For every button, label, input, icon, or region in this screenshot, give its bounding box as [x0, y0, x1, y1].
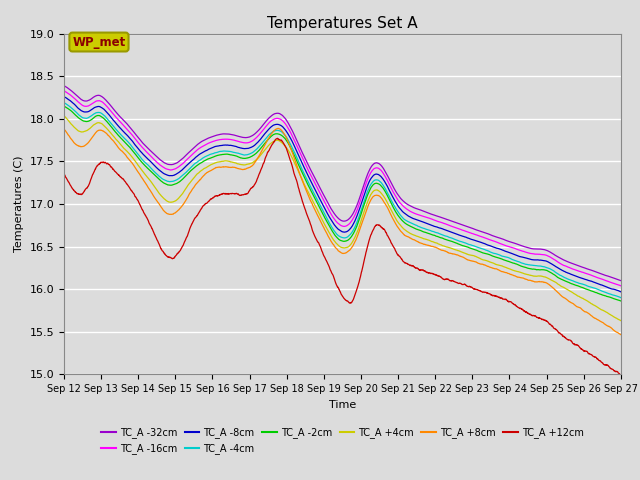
TC_A -32cm: [564, 259, 572, 264]
Line: TC_A -2cm: TC_A -2cm: [64, 106, 621, 301]
TC_A -32cm: [179, 155, 187, 161]
TC_A -8cm: [179, 166, 187, 172]
TC_A +8cm: [617, 332, 625, 337]
Line: TC_A -8cm: TC_A -8cm: [64, 96, 621, 292]
TC_A +4cm: [564, 287, 572, 293]
TC_A +12cm: [617, 372, 625, 378]
TC_A +12cm: [179, 242, 187, 248]
TC_A -32cm: [616, 277, 624, 283]
TC_A +8cm: [60, 126, 68, 132]
TC_A -8cm: [616, 289, 624, 295]
TC_A -16cm: [406, 208, 414, 214]
Line: TC_A +8cm: TC_A +8cm: [64, 128, 621, 335]
TC_A -4cm: [564, 276, 572, 282]
TC_A -4cm: [60, 100, 68, 106]
TC_A +4cm: [60, 113, 68, 119]
TC_A -16cm: [216, 137, 223, 143]
Line: TC_A +4cm: TC_A +4cm: [64, 116, 621, 321]
TC_A -32cm: [60, 83, 68, 88]
TC_A -16cm: [564, 264, 572, 270]
TC_A -4cm: [216, 149, 223, 155]
TC_A +4cm: [617, 318, 625, 324]
TC_A +8cm: [406, 235, 414, 241]
Title: Temperatures Set A: Temperatures Set A: [267, 16, 418, 31]
TC_A -16cm: [397, 201, 404, 206]
TC_A -16cm: [179, 160, 187, 166]
TC_A -4cm: [616, 295, 624, 300]
TC_A +12cm: [617, 372, 625, 378]
TC_A -32cm: [617, 278, 625, 284]
TC_A -16cm: [617, 283, 625, 288]
TC_A -4cm: [397, 213, 404, 218]
TC_A -32cm: [216, 132, 223, 137]
TC_A -4cm: [617, 295, 625, 300]
TC_A +12cm: [397, 255, 404, 261]
TC_A -16cm: [616, 283, 624, 288]
TC_A +8cm: [179, 201, 187, 207]
TC_A -2cm: [397, 216, 404, 222]
TC_A -2cm: [616, 298, 624, 304]
TC_A -2cm: [406, 223, 414, 229]
TC_A -2cm: [60, 103, 68, 109]
TC_A -16cm: [60, 88, 68, 94]
TC_A -2cm: [564, 279, 572, 285]
TC_A -8cm: [406, 214, 414, 220]
TC_A +8cm: [275, 125, 282, 131]
TC_A -2cm: [617, 298, 625, 304]
TC_A -8cm: [617, 289, 625, 295]
TC_A +4cm: [179, 190, 187, 195]
TC_A -8cm: [564, 270, 572, 276]
Text: WP_met: WP_met: [72, 36, 125, 48]
TC_A +4cm: [216, 159, 223, 165]
TC_A +4cm: [616, 317, 624, 323]
TC_A +4cm: [406, 231, 414, 237]
Line: TC_A -16cm: TC_A -16cm: [64, 91, 621, 286]
TC_A +12cm: [216, 192, 223, 198]
TC_A -8cm: [60, 94, 68, 99]
X-axis label: Time: Time: [329, 400, 356, 409]
TC_A -4cm: [179, 172, 187, 178]
TC_A -8cm: [397, 206, 404, 212]
TC_A -32cm: [397, 195, 404, 201]
Line: TC_A -4cm: TC_A -4cm: [64, 103, 621, 298]
TC_A +12cm: [274, 135, 282, 141]
TC_A +12cm: [564, 337, 572, 343]
TC_A -2cm: [216, 152, 223, 158]
TC_A +8cm: [564, 298, 572, 303]
TC_A +12cm: [406, 263, 414, 268]
TC_A -8cm: [216, 143, 223, 148]
Line: TC_A -32cm: TC_A -32cm: [64, 85, 621, 281]
Y-axis label: Temperatures (C): Temperatures (C): [14, 156, 24, 252]
TC_A -32cm: [406, 203, 414, 209]
TC_A -2cm: [179, 176, 187, 181]
TC_A +4cm: [397, 223, 404, 228]
TC_A +12cm: [60, 170, 68, 176]
Legend: TC_A -32cm, TC_A -16cm, TC_A -8cm, TC_A -4cm, TC_A -2cm, TC_A +4cm, TC_A +8cm, T: TC_A -32cm, TC_A -16cm, TC_A -8cm, TC_A …: [97, 423, 588, 458]
TC_A -4cm: [406, 220, 414, 226]
TC_A +8cm: [216, 164, 223, 170]
TC_A +8cm: [617, 332, 625, 337]
Line: TC_A +12cm: TC_A +12cm: [64, 138, 621, 375]
TC_A +8cm: [397, 228, 404, 234]
